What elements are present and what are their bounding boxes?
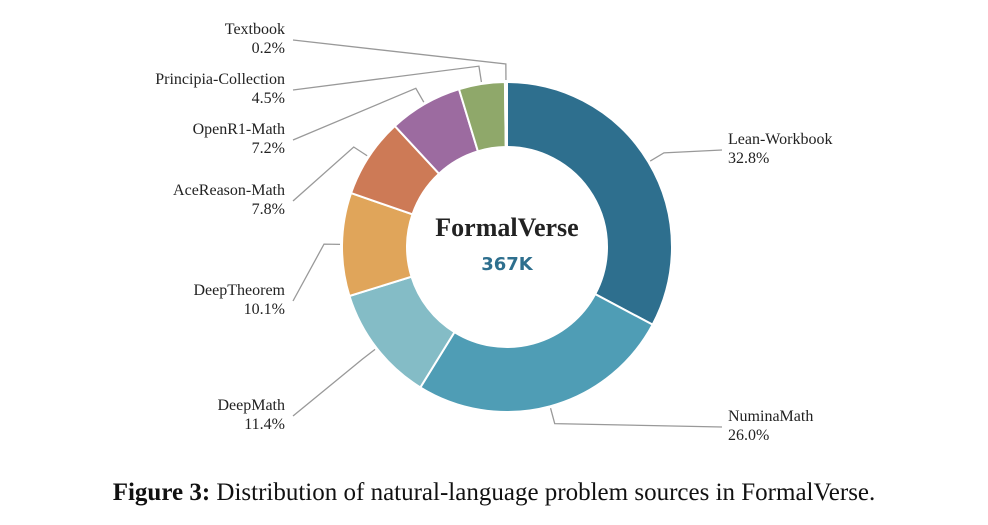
leader-line <box>292 348 376 417</box>
slice-label: OpenR1-Math <box>193 121 285 138</box>
slice-value-label: 7.8% <box>252 201 285 218</box>
slice-value-label: 10.1% <box>244 301 285 318</box>
slice-label: DeepTheorem <box>193 282 285 299</box>
caption-label: Figure 3: <box>113 479 210 506</box>
caption: Figure 3: Distribution of natural-langua… <box>113 479 876 506</box>
slice-value-label: 4.5% <box>252 90 285 107</box>
leader-line <box>292 243 341 302</box>
caption-text: Distribution of natural-language problem… <box>216 479 875 506</box>
leader-line <box>292 146 368 202</box>
slice-label: DeepMath <box>217 397 285 414</box>
slice-label: Principia-Collection <box>155 71 285 88</box>
donut-slice <box>418 292 654 413</box>
leader-line <box>292 39 507 81</box>
center-title: FormalVerse <box>435 213 578 242</box>
slice-value-label: 26.0% <box>728 427 769 444</box>
slice-label: NuminaMath <box>728 408 813 425</box>
slice-value-label: 0.2% <box>252 40 285 57</box>
leader-line <box>649 149 723 162</box>
center-value: 367K <box>481 254 534 275</box>
slice-label: Textbook <box>225 21 285 38</box>
slice-value-label: 32.8% <box>728 150 769 167</box>
leader-line <box>292 87 425 141</box>
donut-slice <box>503 80 508 149</box>
slice-value-label: 7.2% <box>252 140 285 157</box>
slice-value-label: 11.4% <box>244 416 285 433</box>
leader-line <box>549 408 723 428</box>
leader-line <box>292 65 483 91</box>
donut-slice <box>506 80 673 327</box>
slice-label: AceReason-Math <box>173 182 285 199</box>
slice-label: Lean-Workbook <box>728 131 832 148</box>
